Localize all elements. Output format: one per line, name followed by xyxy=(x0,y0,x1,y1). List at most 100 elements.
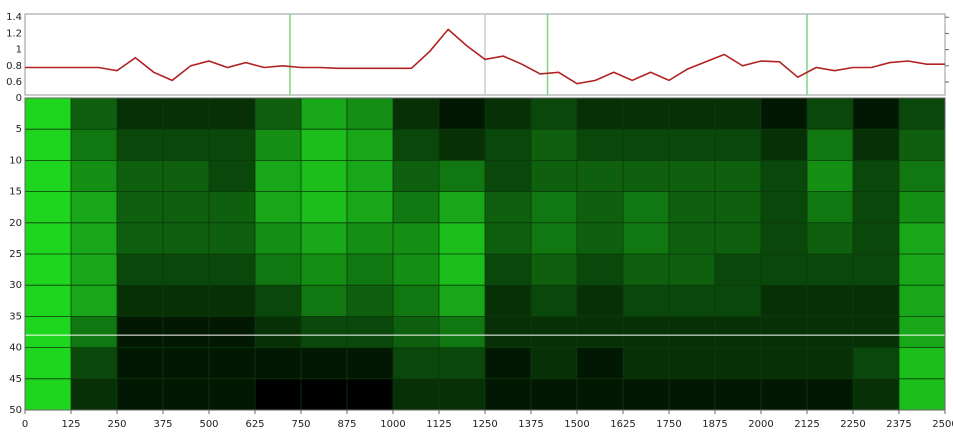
heat-cell xyxy=(531,285,578,317)
heat-cell xyxy=(669,129,716,161)
heat-cell xyxy=(301,191,348,224)
heat-cell xyxy=(623,160,670,193)
heat-cell xyxy=(531,316,578,349)
heat-cell xyxy=(577,129,624,161)
heat-cell xyxy=(577,347,624,380)
heat-cell xyxy=(255,222,302,255)
heat-cell xyxy=(577,254,624,286)
heat-cell xyxy=(301,129,348,161)
heat-cell xyxy=(163,378,210,411)
heat-cell xyxy=(393,316,440,349)
heat-cell xyxy=(853,316,900,349)
heat-cell xyxy=(25,254,72,286)
x-tick-label: 2250 xyxy=(840,419,865,430)
heat-cell xyxy=(25,347,72,380)
heat-cell xyxy=(209,347,256,380)
heat-cell xyxy=(577,285,624,317)
heat-cell xyxy=(209,98,256,130)
heat-cell xyxy=(209,160,256,193)
heat-cell xyxy=(807,222,854,255)
heat-cell xyxy=(71,347,118,380)
heat-cell xyxy=(899,129,946,161)
heat-cell xyxy=(393,378,440,411)
heat-cell xyxy=(669,222,716,255)
heat-cell xyxy=(25,378,72,411)
heat-cell xyxy=(531,378,578,411)
heat-cell xyxy=(853,378,900,411)
heat-cell xyxy=(347,285,394,317)
heat-cell xyxy=(163,316,210,349)
heat-cell xyxy=(439,222,486,255)
y-tick-label: 35 xyxy=(9,311,22,322)
y-tick-label: 15 xyxy=(9,187,22,198)
heat-cell xyxy=(71,191,118,224)
heat-cell xyxy=(117,222,164,255)
x-tick-label: 1875 xyxy=(702,419,727,430)
heat-cell xyxy=(71,160,118,193)
y-tick-label: 45 xyxy=(9,374,22,385)
heat-cell xyxy=(577,160,624,193)
heat-cell xyxy=(715,347,762,380)
heat-cell xyxy=(807,316,854,349)
heat-cell xyxy=(347,160,394,193)
heat-cell xyxy=(531,347,578,380)
heat-cell xyxy=(715,285,762,317)
heat-cell xyxy=(393,129,440,161)
x-tick-label: 1250 xyxy=(472,419,497,430)
heat-cell xyxy=(761,316,808,349)
heat-cell xyxy=(255,378,302,411)
heat-cell xyxy=(163,285,210,317)
heat-cell xyxy=(853,285,900,317)
x-tick-label: 1375 xyxy=(518,419,543,430)
heat-cell xyxy=(485,222,532,255)
heat-cell xyxy=(899,347,946,380)
heat-cell xyxy=(807,98,854,130)
heat-cell xyxy=(347,347,394,380)
heat-cell xyxy=(117,129,164,161)
data-line xyxy=(25,28,945,85)
heat-cell xyxy=(209,254,256,286)
heat-cell xyxy=(71,98,118,130)
heat-cell xyxy=(853,222,900,255)
heat-cell xyxy=(255,285,302,317)
heat-cell xyxy=(715,316,762,349)
heat-cell xyxy=(209,129,256,161)
heat-cell xyxy=(715,222,762,255)
heat-cell xyxy=(577,98,624,130)
heat-cell xyxy=(117,285,164,317)
heat-cell xyxy=(347,378,394,411)
heat-cell xyxy=(209,378,256,411)
heat-cell xyxy=(25,191,72,224)
heat-cell xyxy=(623,129,670,161)
heat-cell xyxy=(531,254,578,286)
heat-cell xyxy=(485,316,532,349)
heat-cell xyxy=(255,316,302,349)
heat-cell xyxy=(255,129,302,161)
heat-cell xyxy=(347,98,394,130)
y-tick-label: 0.6 xyxy=(6,77,22,88)
heat-cell xyxy=(577,191,624,224)
heat-cell xyxy=(485,129,532,161)
heat-cell xyxy=(899,98,946,130)
x-tick-label: 500 xyxy=(199,419,218,430)
y-tick-label: 40 xyxy=(9,343,22,354)
heat-cell xyxy=(623,222,670,255)
heat-cell xyxy=(531,222,578,255)
heat-cell xyxy=(163,191,210,224)
heat-cell xyxy=(485,378,532,411)
x-tick-label: 2125 xyxy=(794,419,819,430)
heat-cell xyxy=(255,191,302,224)
plot-frame xyxy=(24,97,946,411)
heat-cell xyxy=(209,316,256,349)
heat-cell xyxy=(761,347,808,380)
heat-cell xyxy=(25,316,72,349)
heat-cell xyxy=(71,222,118,255)
heat-cell xyxy=(669,254,716,286)
heat-cell xyxy=(209,285,256,317)
heat-cell xyxy=(209,222,256,255)
x-tick-label: 0 xyxy=(22,419,28,430)
heat-cell xyxy=(71,285,118,317)
heat-cell xyxy=(853,191,900,224)
